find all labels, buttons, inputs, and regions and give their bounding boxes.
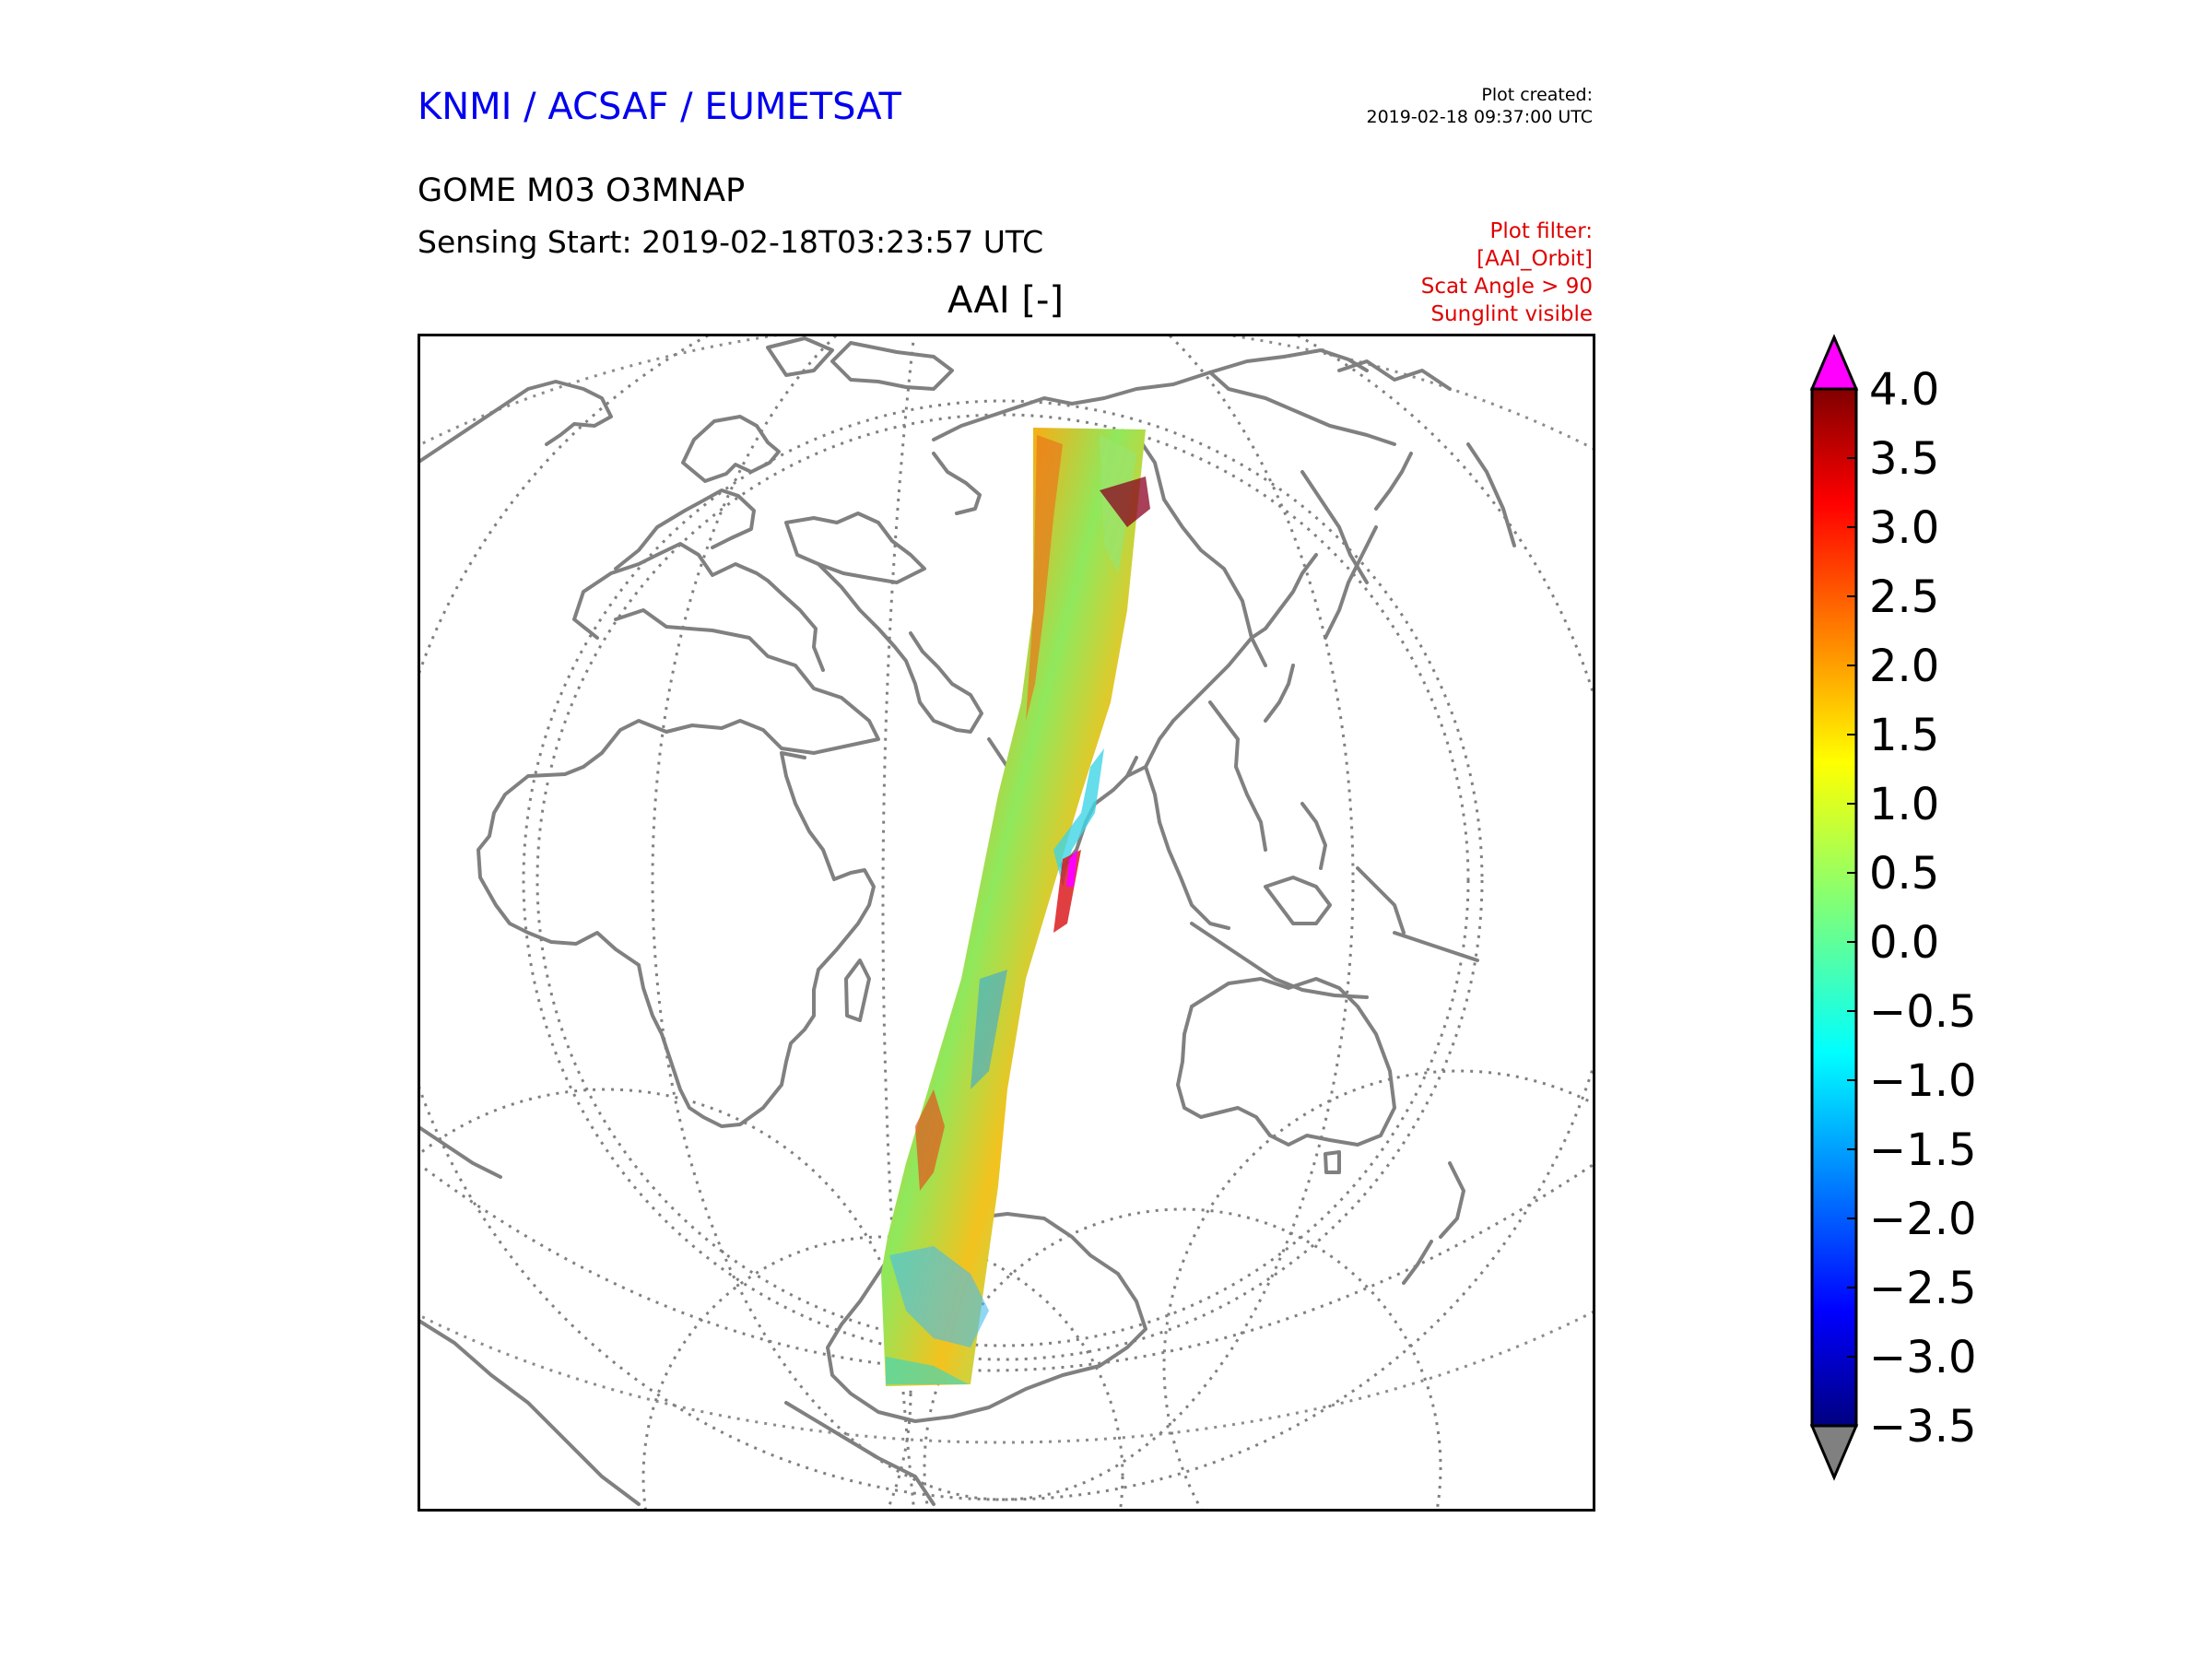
colorbar-tick-label: 1.0	[1869, 779, 1939, 830]
plot-filter-item: Scat Angle > 90	[1420, 275, 1593, 299]
plot-filter-item: [AAI_Orbit]	[1477, 247, 1593, 271]
product-name: GOME M03 O3MNAP	[418, 172, 746, 209]
plot-filter-label: Plot filter:	[1489, 219, 1593, 243]
colorbar-gradient	[1810, 387, 1858, 1428]
colorbar-tick-label: 4.0	[1869, 364, 1939, 416]
colorbar-tick-label: 3.0	[1869, 502, 1939, 554]
colorbar-tick-label: −1.5	[1869, 1124, 1977, 1176]
plot-filter-item: Sunglint visible	[1430, 302, 1593, 326]
colorbar-over-arrow	[1809, 334, 1859, 391]
colorbar: 4.0 3.5 3.0 2.5 2.0 1.5 1.0 0.5 0.0 −0.5 −1.0 −1.5 −…	[1809, 334, 1977, 1481]
colorbar-tick-label: 2.5	[1869, 571, 1939, 623]
map-panel	[418, 334, 1595, 1512]
colorbar-under-arrow	[1809, 1424, 1859, 1481]
sensing-start: Sensing Start: 2019-02-18T03:23:57 UTC	[418, 224, 1044, 260]
colorbar-tick-label: 1.5	[1869, 710, 1939, 761]
plot-created: Plot created: 2019-02-18 09:37:00 UTC	[1367, 84, 1594, 128]
plot-created-label: Plot created:	[1481, 85, 1593, 105]
colorbar-tick-label: 0.5	[1869, 848, 1939, 900]
colorbar-tick-label: −3.0	[1869, 1332, 1977, 1383]
map-title: AAI [-]	[947, 279, 1064, 322]
plot-filter: Plot filter: [AAI_Orbit] Scat Angle > 90…	[1421, 218, 1593, 328]
plot-created-time: 2019-02-18 09:37:00 UTC	[1366, 107, 1594, 127]
organizations-title: KNMI / ACSAF / EUMETSAT	[418, 86, 901, 128]
graticule	[418, 334, 1595, 1512]
colorbar-tick-label: −2.0	[1869, 1194, 1977, 1245]
colorbar-tick-label: 0.0	[1869, 917, 1939, 969]
colorbar-tick-label: −0.5	[1869, 986, 1977, 1038]
colorbar-tick-label: −1.0	[1869, 1055, 1977, 1107]
map-frame	[418, 334, 1595, 1512]
colorbar-tick-label: −2.5	[1869, 1263, 1977, 1314]
colorbar-tick-label: −3.5	[1869, 1401, 1977, 1453]
colorbar-tick-label: 3.5	[1869, 433, 1939, 485]
satellite-swath	[881, 428, 1150, 1386]
coastlines	[418, 336, 1516, 1506]
colorbar-tick-label: 2.0	[1869, 641, 1939, 692]
colorbar-ticks: 4.0 3.5 3.0 2.5 2.0 1.5 1.0 0.5 0.0 −0.5 −1.0 −1.5 −…	[1847, 364, 1977, 1453]
